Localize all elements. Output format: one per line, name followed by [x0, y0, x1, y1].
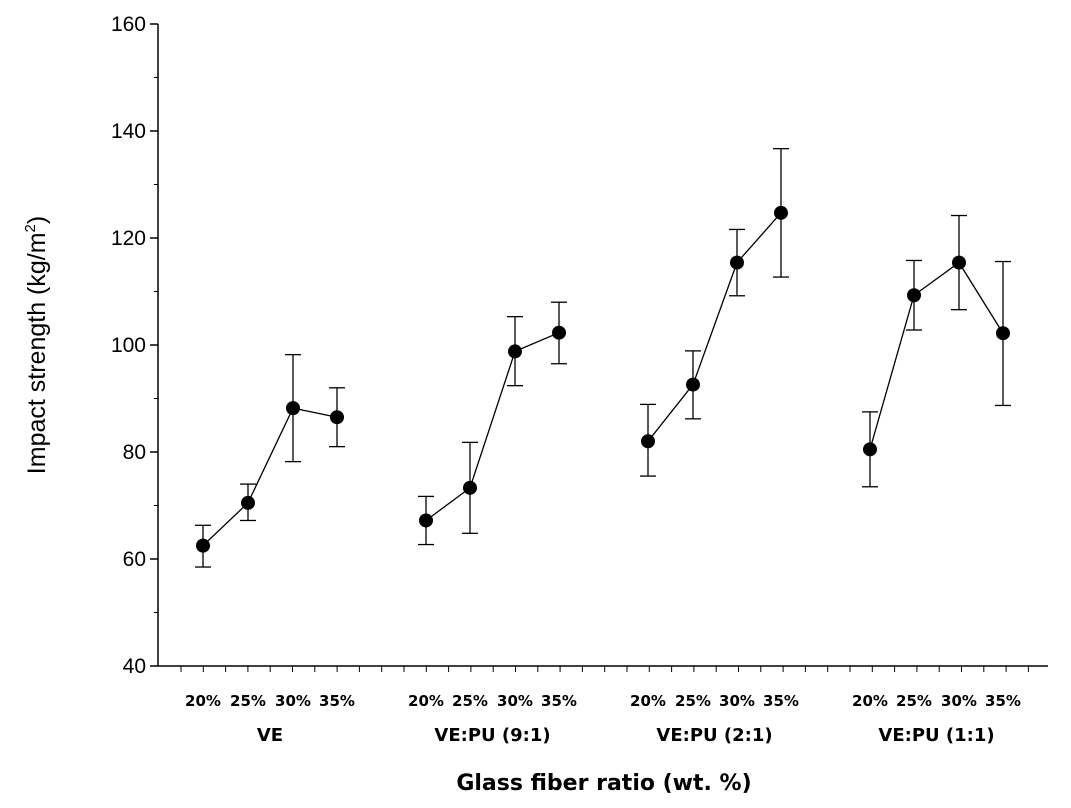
- category-label: 30%: [941, 692, 977, 710]
- data-point: [241, 495, 255, 510]
- category-label: 25%: [675, 692, 711, 710]
- y-axis-ticks: 40 60 80 100 120 140 160: [111, 13, 158, 678]
- category-label: 30%: [719, 692, 755, 710]
- category-label: 30%: [275, 692, 311, 710]
- data-point: [686, 377, 700, 392]
- data-point: [419, 513, 433, 528]
- data-point: [508, 344, 522, 359]
- series-line: [869, 261, 1004, 450]
- series-group: 20% 25% 30% 35% VE:PU (1:1): [852, 214, 1021, 746]
- category-label: 20%: [185, 692, 221, 710]
- x-axis-ticks: [180, 666, 1029, 672]
- y-tick-label: 160: [111, 13, 146, 36]
- data-point: [463, 480, 477, 495]
- category-label: 25%: [896, 692, 932, 710]
- series-group: 20% 25% 30% 35% VE: [185, 353, 355, 746]
- data-point: [996, 326, 1010, 341]
- y-tick-label: 100: [111, 334, 146, 357]
- category-label: 35%: [985, 692, 1021, 710]
- data-point: [552, 325, 566, 340]
- category-label: 25%: [452, 692, 488, 710]
- y-tick-label: 40: [123, 655, 146, 678]
- category-label: 35%: [763, 692, 799, 710]
- category-label: 20%: [408, 692, 444, 710]
- group-label: VE: [257, 725, 283, 746]
- category-label: 35%: [319, 692, 355, 710]
- y-tick-label: 120: [111, 227, 146, 250]
- series-line: [202, 407, 338, 547]
- category-label: 30%: [497, 692, 533, 710]
- x-axis-title: Glass fiber ratio (wt. %): [456, 771, 751, 796]
- data-point: [863, 442, 877, 457]
- data-point: [907, 288, 921, 303]
- group-label: VE:PU (1:1): [878, 725, 994, 746]
- group-label: VE:PU (2:1): [656, 725, 772, 746]
- data-point: [952, 255, 966, 270]
- category-label: 20%: [630, 692, 666, 710]
- data-point: [330, 410, 344, 425]
- data-point: [196, 538, 210, 553]
- y-tick-label: 140: [111, 120, 146, 143]
- y-tick-label: 80: [123, 441, 146, 464]
- category-label: 25%: [230, 692, 266, 710]
- series-line: [425, 332, 560, 522]
- y-axis-title: Impact strength (kg/m2): [22, 216, 51, 474]
- category-label: 35%: [541, 692, 577, 710]
- data-point: [286, 401, 300, 416]
- y-tick-label: 60: [123, 548, 146, 571]
- data-point: [730, 255, 744, 270]
- series-line: [647, 212, 782, 442]
- group-label: VE:PU (9:1): [434, 725, 550, 746]
- axes: [157, 24, 1048, 667]
- series-group: 20% 25% 30% 35% VE:PU (2:1): [630, 148, 799, 746]
- data-point: [641, 434, 655, 449]
- series-group: 20% 25% 30% 35% VE:PU (9:1): [408, 301, 577, 746]
- category-label: 20%: [852, 692, 888, 710]
- data-point: [774, 205, 788, 220]
